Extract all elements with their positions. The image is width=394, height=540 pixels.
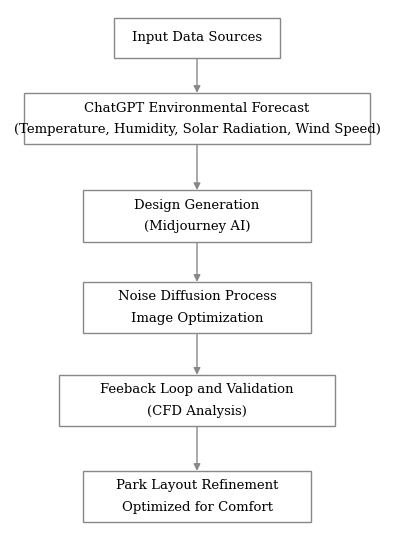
Text: ChatGPT Environmental Forecast: ChatGPT Environmental Forecast: [84, 102, 310, 114]
FancyBboxPatch shape: [24, 93, 370, 144]
FancyBboxPatch shape: [83, 282, 311, 333]
FancyBboxPatch shape: [59, 375, 335, 427]
Text: Input Data Sources: Input Data Sources: [132, 31, 262, 44]
Text: Park Layout Refinement: Park Layout Refinement: [116, 480, 278, 492]
Text: Image Optimization: Image Optimization: [131, 312, 263, 325]
FancyBboxPatch shape: [114, 17, 280, 58]
Text: (CFD Analysis): (CFD Analysis): [147, 405, 247, 418]
Text: Design Generation: Design Generation: [134, 199, 260, 212]
FancyBboxPatch shape: [83, 471, 311, 523]
Text: (Midjourney AI): (Midjourney AI): [144, 220, 250, 233]
Text: Optimized for Comfort: Optimized for Comfort: [121, 501, 273, 514]
FancyBboxPatch shape: [83, 191, 311, 241]
Text: Noise Diffusion Process: Noise Diffusion Process: [118, 291, 276, 303]
Text: (Temperature, Humidity, Solar Radiation, Wind Speed): (Temperature, Humidity, Solar Radiation,…: [13, 123, 381, 136]
Text: Feeback Loop and Validation: Feeback Loop and Validation: [100, 383, 294, 396]
